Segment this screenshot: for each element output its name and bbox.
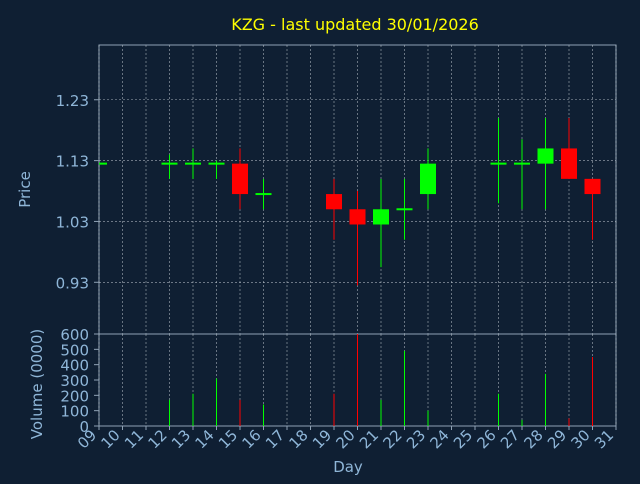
x-tick-label: 20: [332, 426, 358, 452]
candle-body: [561, 148, 577, 179]
candle-body: [161, 162, 178, 165]
volume-axis-label: Volume (0000): [28, 329, 46, 439]
x-axis: 0910111213141516171819202122232425262728…: [74, 426, 617, 452]
candle: [514, 139, 530, 210]
candle: [537, 118, 554, 210]
candle: [349, 191, 366, 286]
candle-body: [584, 178, 601, 195]
candle-body: [514, 162, 530, 165]
candle-body: [208, 162, 225, 165]
candle: [373, 178, 389, 268]
candle-body: [232, 163, 248, 195]
volume-tick-label: 300: [60, 372, 89, 390]
candle-body: [373, 209, 389, 225]
x-tick-label: 28: [520, 426, 546, 452]
price-axis-label: Price: [16, 171, 34, 208]
x-tick-label: 11: [121, 426, 147, 452]
candle: [161, 154, 178, 179]
candle: [255, 178, 272, 210]
candle: [396, 178, 413, 240]
volume-tick-label: 500: [60, 341, 89, 359]
candle: [208, 160, 225, 179]
candle-body: [326, 194, 342, 210]
candle-body: [490, 162, 507, 165]
x-tick-label: 31: [591, 426, 617, 452]
volume-tick-label: 0: [79, 418, 89, 436]
price-tick-label: 0.93: [56, 274, 89, 292]
x-tick-label: 19: [309, 426, 335, 452]
x-tick-label: 10: [97, 426, 123, 452]
price-panel: 0.93 1.03 1.13 1.23: [56, 44, 617, 335]
x-tick-label: 12: [144, 426, 170, 452]
candle: [99, 162, 107, 165]
x-tick-label: 09: [74, 426, 100, 452]
volume-tick-label: 100: [60, 403, 89, 421]
candle: [420, 148, 436, 210]
candle-body: [185, 162, 201, 165]
x-tick-label: 22: [379, 426, 405, 452]
x-tick-label: 23: [403, 426, 429, 452]
x-tick-label: 15: [215, 426, 241, 452]
x-tick-label: 25: [450, 426, 476, 452]
candle-body: [537, 148, 554, 164]
candle: [561, 118, 577, 179]
x-tick-label: 24: [426, 426, 452, 452]
volume-tick-label: 600: [60, 326, 89, 344]
x-tick-label: 13: [168, 426, 194, 452]
candle: [490, 118, 507, 204]
candle-body: [349, 209, 366, 225]
x-tick-label: 17: [262, 426, 288, 452]
x-tick-label: 30: [567, 426, 593, 452]
candle-body: [99, 162, 107, 165]
candle-body: [420, 163, 436, 195]
candle: [584, 178, 601, 240]
price-tick-label: 1.23: [56, 92, 89, 110]
x-tick-label: 14: [191, 426, 217, 452]
candle: [326, 178, 342, 240]
chart-title: KZG - last updated 30/01/2026: [231, 15, 479, 34]
x-tick-label: 16: [238, 426, 264, 452]
x-tick-label: 21: [356, 426, 382, 452]
candle-body: [396, 208, 413, 211]
x-tick-label: 29: [544, 426, 570, 452]
price-tick-label: 1.03: [56, 213, 89, 231]
candle-body: [255, 193, 272, 196]
price-tick-label: 1.13: [56, 153, 89, 171]
candle: [232, 148, 248, 210]
candle: [185, 148, 201, 179]
x-tick-label: 26: [473, 426, 499, 452]
x-axis-label: Day: [333, 458, 363, 476]
x-tick-label: 27: [497, 426, 523, 452]
volume-tick-label: 400: [60, 357, 89, 375]
x-tick-label: 18: [285, 426, 311, 452]
volume-tick-label: 200: [60, 387, 89, 405]
